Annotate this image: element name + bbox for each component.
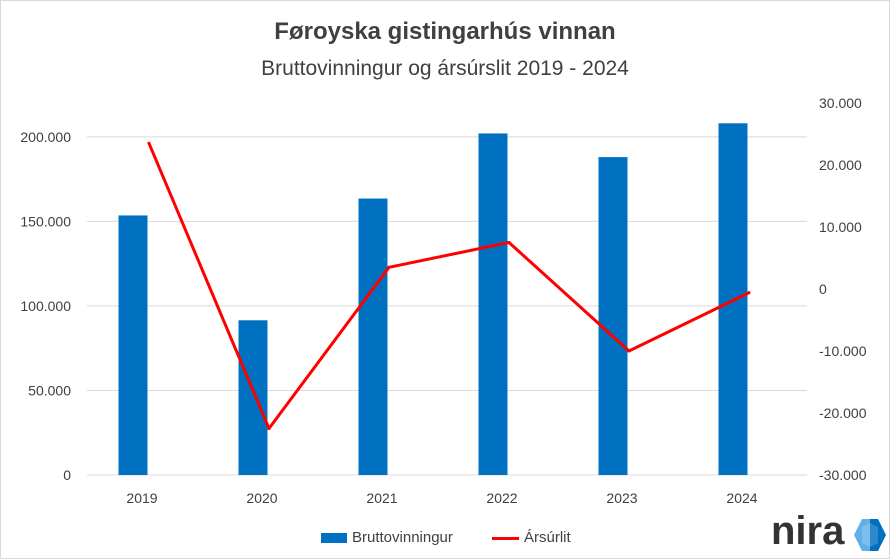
x-tick-label-2024: 2024 [726, 490, 757, 506]
right-tick-label: 20.000 [819, 157, 862, 173]
left-tick-label: 200.000 [20, 129, 71, 145]
bruttovinningur-bar-series [118, 123, 748, 476]
right-axis-labels: -30.000 -20.000 -10.000 0 10.000 20.000 30.000 [819, 95, 867, 483]
legend-swatch-arsurlit [492, 537, 519, 540]
right-tick-label: 10.000 [819, 219, 862, 235]
x-tick-label-2021: 2021 [366, 490, 397, 506]
bar-2021 [358, 198, 388, 475]
right-tick-label: 0 [819, 281, 827, 297]
line-point-2020 [267, 427, 271, 430]
x-tick-label-2022: 2022 [486, 490, 517, 506]
left-axis-labels: 0 50.000 100.000 150.000 200.000 [20, 129, 71, 483]
bar-2023 [598, 157, 628, 476]
chart-title: Føroyska gistingarhús vinnan [274, 18, 616, 45]
line-point-2019 [147, 141, 151, 145]
left-tick-label: 0 [63, 467, 71, 483]
x-tick-label-2023: 2023 [606, 490, 637, 506]
gridlines [87, 136, 807, 476]
bar-2022 [478, 133, 508, 475]
x-tick-label-2019: 2019 [126, 490, 157, 506]
arsurlit-line [147, 141, 751, 430]
left-tick-label: 50.000 [28, 382, 71, 398]
right-tick-label: -30.000 [819, 467, 867, 483]
legend-swatch-bruttovinningur [321, 533, 347, 543]
line-point-2022 [507, 241, 511, 244]
arsurlit-line-series [147, 141, 751, 430]
bar-2019 [118, 215, 148, 476]
bar-2020 [238, 320, 268, 475]
legend-label-arsurlit: Ársúrlit [524, 529, 571, 546]
line-point-2024 [747, 291, 751, 295]
x-tick-label-2020: 2020 [246, 490, 277, 506]
chart-subtitle: Bruttovinningur og ársúrslit 2019 - 2024 [261, 57, 629, 80]
left-tick-label: 150.000 [20, 213, 71, 229]
right-tick-label: -20.000 [819, 405, 867, 421]
nira-logo-text: nira [771, 509, 845, 553]
left-tick-label: 100.000 [20, 298, 71, 314]
line-point-2023 [627, 349, 631, 353]
line-point-2021 [387, 265, 391, 269]
legend-label-bruttovinningur: Bruttovinningur [352, 529, 453, 546]
right-tick-label: 30.000 [819, 95, 862, 111]
x-axis-labels: 2019 2020 2021 2022 2023 2024 [126, 490, 757, 506]
right-tick-label: -10.000 [819, 343, 867, 359]
nira-hexagon-icon [854, 519, 886, 551]
